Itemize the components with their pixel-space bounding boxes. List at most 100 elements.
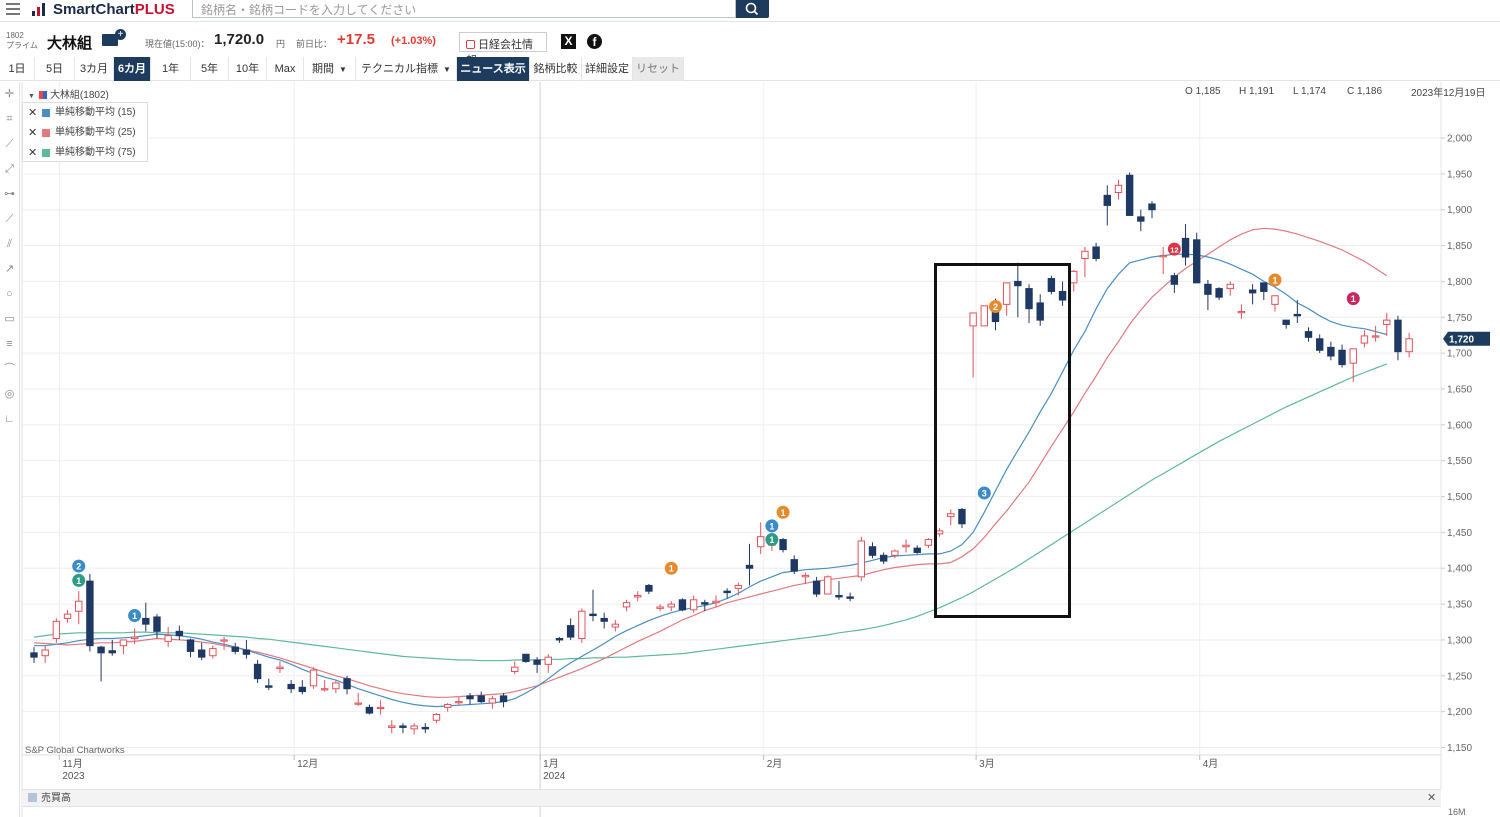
- tech-dropdown-label: テクニカル指標: [361, 63, 439, 75]
- candle-body: [1092, 246, 1100, 259]
- technical-indicator-dropdown[interactable]: テクニカル指標 ▼: [356, 57, 457, 81]
- news-marker: [1268, 273, 1282, 287]
- candle-body: [1215, 288, 1223, 298]
- close-icon[interactable]: ✕: [28, 147, 38, 159]
- candle-body: [935, 530, 944, 535]
- candle-body: [1193, 239, 1201, 284]
- rectangle-tool-icon[interactable]: ▭: [4, 313, 15, 325]
- candle-body: [220, 639, 228, 642]
- price-change-pct: (+1.03%): [391, 35, 436, 47]
- reset-button[interactable]: リセット: [633, 57, 684, 81]
- search-input[interactable]: 銘柄名・銘柄コードを入力してください: [192, 0, 736, 18]
- news-marker: [72, 573, 86, 587]
- candle-body: [1371, 335, 1380, 338]
- news-marker-label: 1: [76, 576, 81, 586]
- candle-body: [790, 559, 798, 572]
- y-tick-label: 1,900: [1447, 205, 1472, 216]
- axis-tool-icon[interactable]: ∟: [4, 413, 15, 425]
- news-marker-label: 1: [1351, 294, 1356, 304]
- candle-body: [1237, 311, 1246, 314]
- period-3m[interactable]: 3カ月: [75, 57, 114, 81]
- add-to-portfolio-icon[interactable]: [102, 29, 126, 46]
- y-tick-label: 1,950: [1447, 169, 1472, 180]
- candle-body: [1304, 331, 1313, 338]
- channel-icon[interactable]: ⫽: [7, 238, 12, 250]
- crosshair-date: 2023年12月19日: [1411, 88, 1486, 99]
- collapse-triangle-icon[interactable]: ▼: [28, 93, 35, 100]
- period-10y[interactable]: 10年: [229, 57, 267, 81]
- y-tick-label: 1,850: [1447, 241, 1472, 252]
- legend-item-sma75[interactable]: ✕ 単純移動平均 (75): [23, 144, 149, 162]
- candle-body: [287, 683, 295, 690]
- last-price-tag: [1443, 331, 1490, 346]
- legend-swatch: [42, 109, 50, 117]
- close-icon[interactable]: ✕: [1427, 792, 1437, 804]
- candle-body: [1114, 184, 1123, 193]
- ray-icon[interactable]: ⟋: [5, 213, 14, 225]
- period-6m[interactable]: 6カ月: [114, 57, 151, 81]
- y-tick-label: 1,400: [1447, 564, 1472, 575]
- candle-body: [488, 698, 497, 704]
- search-button[interactable]: [736, 0, 769, 18]
- line-tool-icon[interactable]: ⟋: [5, 138, 14, 150]
- candle-body: [824, 576, 832, 595]
- compare-button[interactable]: 銘柄比較: [530, 57, 582, 81]
- arc-tool-icon[interactable]: ⌒: [4, 363, 15, 375]
- detail-settings-button[interactable]: 詳細設定: [582, 57, 633, 81]
- candle-body: [410, 725, 418, 730]
- legend-item-sma15[interactable]: ✕ 単純移動平均 (15): [23, 104, 149, 122]
- symbol-color-icon: [38, 91, 47, 99]
- period-1d[interactable]: 1日: [0, 57, 35, 81]
- candle-body: [1349, 348, 1357, 364]
- close-icon[interactable]: ✕: [28, 127, 38, 139]
- candle-body: [455, 701, 463, 704]
- x-share-icon[interactable]: X: [561, 34, 576, 49]
- symbol-label: 大林組(1802): [49, 90, 109, 101]
- measure-icon[interactable]: ⌗: [6, 113, 13, 125]
- candle-body: [891, 550, 899, 556]
- candle-body: [1282, 319, 1290, 325]
- period-5y[interactable]: 5年: [191, 57, 229, 81]
- candle-body: [119, 639, 128, 647]
- candle-body: [544, 656, 552, 665]
- period-dropdown[interactable]: 期間 ▼: [304, 57, 356, 81]
- price-unit: 円: [276, 39, 286, 49]
- news-marker: [988, 300, 1002, 314]
- menu-icon[interactable]: [6, 3, 20, 15]
- news-marker: [664, 561, 678, 575]
- fibonacci-icon[interactable]: ≡: [6, 338, 13, 350]
- news-marker: [765, 533, 779, 547]
- price-label: 現在値(15:00)：: [145, 39, 210, 49]
- chart-symbol[interactable]: ▼ 大林組(1802): [28, 86, 109, 101]
- candle-body: [734, 584, 743, 589]
- candle-body: [320, 688, 329, 691]
- legend-item-sma25[interactable]: ✕ 単純移動平均 (25): [23, 124, 149, 142]
- x-tick-label: 1月: [543, 758, 559, 770]
- candle-body: [443, 703, 452, 708]
- chevron-down-icon: ▼: [339, 65, 347, 74]
- close-icon[interactable]: ✕: [28, 107, 38, 119]
- candle-body: [343, 678, 351, 690]
- arrow-line-icon[interactable]: ↗: [4, 263, 15, 275]
- indicator-legend: ✕ 単純移動平均 (15) ✕ 単純移動平均 (25) ✕ 単純移動平均 (75): [22, 102, 148, 162]
- y-tick-label: 1,800: [1447, 277, 1472, 288]
- candle-body: [186, 639, 195, 652]
- candle-body: [1081, 250, 1089, 259]
- logo[interactable]: SmartChartPLUS: [32, 0, 175, 18]
- news-marker-label: 1: [132, 611, 137, 621]
- crosshair-icon[interactable]: ✛: [4, 88, 15, 100]
- horizontal-line-icon[interactable]: ⊶: [4, 188, 15, 200]
- legend-swatch: [42, 149, 50, 157]
- period-5d[interactable]: 5日: [35, 57, 75, 81]
- period-max[interactable]: Max: [267, 57, 304, 81]
- candle-body: [265, 685, 273, 688]
- volume-label: 売買高: [41, 793, 71, 804]
- circle-tool-icon[interactable]: ○: [6, 288, 13, 300]
- company-info-icon: [466, 40, 475, 49]
- spiral-icon[interactable]: ◎: [4, 388, 15, 400]
- trend-line-icon[interactable]: ⤢: [5, 163, 14, 175]
- facebook-share-icon[interactable]: f: [587, 34, 602, 49]
- period-1y[interactable]: 1年: [151, 57, 191, 81]
- news-display-button[interactable]: ニュース表示: [457, 57, 530, 81]
